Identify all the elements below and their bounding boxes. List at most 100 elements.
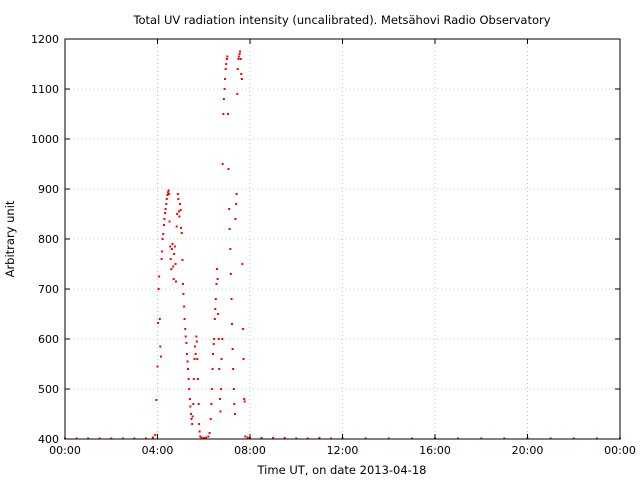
data-point	[175, 225, 178, 228]
data-point	[229, 248, 232, 250]
data-point	[151, 436, 154, 439]
data-point	[172, 265, 175, 268]
data-point	[241, 263, 244, 265]
data-point	[196, 358, 199, 360]
axes: 400 500 600 700 800 900 1000 1100 1200 00:00 04:00…	[31, 33, 636, 457]
data-point	[166, 191, 169, 194]
data-points	[64, 50, 621, 440]
data-point	[318, 437, 321, 439]
data-point	[235, 203, 238, 205]
data-point	[179, 209, 182, 211]
data-point	[187, 368, 190, 370]
data-point	[172, 278, 175, 280]
data-point	[246, 436, 249, 439]
x-tick-label: 00:00	[604, 444, 636, 457]
data-point	[215, 283, 218, 285]
data-point	[222, 113, 225, 115]
data-point	[157, 288, 160, 290]
x-tick-label: 20:00	[512, 444, 544, 457]
data-point	[218, 398, 221, 400]
data-point	[200, 436, 203, 439]
data-point	[192, 403, 195, 405]
data-point	[168, 220, 171, 223]
data-point	[231, 348, 234, 350]
x-tick-label: 16:00	[419, 444, 451, 457]
data-point	[225, 58, 228, 60]
data-point	[236, 93, 239, 95]
data-point	[168, 193, 171, 195]
data-point	[178, 203, 181, 205]
y-tick-label: 600	[38, 333, 59, 346]
data-point	[233, 403, 236, 405]
data-point	[164, 208, 167, 210]
data-point	[190, 418, 193, 420]
data-point	[243, 398, 246, 400]
data-point	[162, 224, 165, 226]
data-point	[197, 403, 200, 405]
data-point	[159, 345, 162, 348]
data-point	[210, 388, 213, 390]
data-point	[186, 360, 189, 363]
data-point	[211, 368, 214, 370]
data-point	[182, 293, 185, 295]
data-point	[178, 210, 181, 213]
data-point	[170, 248, 173, 250]
data-point	[212, 343, 215, 345]
data-point	[189, 405, 192, 408]
data-point	[154, 434, 157, 436]
data-point	[208, 432, 211, 434]
data-point	[243, 400, 246, 403]
data-point	[216, 278, 219, 280]
y-tick-label: 1200	[31, 33, 59, 46]
data-point	[239, 50, 242, 53]
data-point	[214, 308, 217, 310]
data-point	[244, 435, 247, 438]
data-point	[194, 353, 197, 355]
data-point	[260, 437, 263, 439]
y-tick-label: 800	[38, 233, 59, 246]
data-point	[160, 258, 163, 260]
data-point	[167, 189, 170, 192]
data-point	[156, 322, 159, 324]
data-point	[215, 268, 218, 270]
data-point	[181, 259, 184, 261]
data-point	[227, 168, 230, 170]
data-point	[283, 437, 286, 439]
data-point	[183, 318, 186, 320]
data-point	[174, 263, 177, 265]
data-point	[198, 423, 201, 425]
x-tick-label: 08:00	[234, 444, 266, 457]
y-tick-label: 900	[38, 183, 59, 196]
data-point	[221, 338, 224, 340]
data-point	[237, 55, 240, 58]
data-point	[173, 245, 176, 248]
y-tick-label: 500	[38, 383, 59, 396]
data-point	[161, 250, 164, 253]
data-point	[235, 193, 238, 195]
y-tick-label: 1000	[31, 133, 59, 146]
data-point	[212, 353, 214, 355]
data-point	[159, 355, 162, 358]
data-point	[232, 368, 235, 370]
data-point	[162, 233, 165, 235]
data-point	[228, 208, 231, 210]
data-point	[210, 403, 213, 405]
data-point	[188, 398, 191, 400]
data-point	[170, 268, 173, 270]
data-point	[202, 437, 205, 439]
data-point	[229, 273, 232, 275]
x-axis-title: Time UT, on date 2013-04-18	[257, 463, 427, 477]
x-tick-label: 00:00	[49, 444, 81, 457]
y-tick-label: 1100	[31, 83, 59, 96]
data-point	[225, 63, 228, 65]
data-point	[224, 78, 227, 80]
data-point	[185, 353, 188, 355]
data-point	[184, 328, 187, 330]
data-point	[180, 232, 183, 234]
data-point	[196, 378, 199, 380]
data-point	[188, 388, 191, 390]
data-point	[221, 163, 224, 165]
data-point	[230, 298, 233, 300]
